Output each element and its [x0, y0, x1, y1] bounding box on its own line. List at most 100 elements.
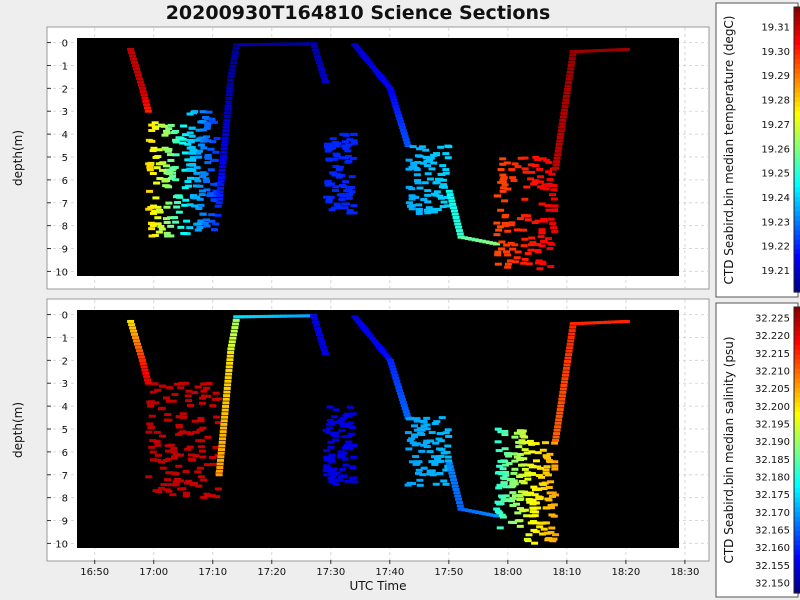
- temperature-colorbar: 19.21 19.22 19.23 19.24 19.25 19.26 19.27 19.28…: [715, 2, 800, 298]
- data-point: [556, 139, 564, 143]
- data-point: [436, 432, 444, 436]
- data-point: [415, 211, 423, 215]
- data-point: [531, 521, 539, 525]
- data-point: [422, 148, 430, 152]
- data-point: [500, 176, 508, 180]
- data-point: [170, 447, 178, 451]
- data-point: [319, 345, 327, 349]
- data-point: [214, 397, 222, 401]
- data-point: [230, 329, 238, 333]
- data-point: [540, 217, 548, 221]
- data-point: [377, 75, 385, 79]
- data-point: [252, 43, 260, 47]
- data-point: [248, 43, 256, 47]
- data-point: [423, 445, 431, 449]
- data-point: [138, 358, 146, 362]
- colorbar-step: [794, 583, 800, 589]
- colorbar-step: [794, 59, 800, 65]
- data-point: [154, 205, 162, 209]
- data-point: [128, 51, 136, 55]
- data-point: [149, 211, 157, 215]
- data-point: [346, 209, 354, 213]
- data-point: [181, 203, 189, 207]
- data-point: [455, 497, 463, 501]
- data-point: [436, 447, 444, 451]
- data-point: [547, 506, 555, 510]
- data-point: [433, 152, 441, 156]
- data-point: [545, 160, 553, 164]
- colorbar-step: [794, 201, 800, 208]
- data-point: [568, 57, 576, 61]
- data-point: [212, 150, 220, 154]
- colorbar-step: [794, 345, 800, 351]
- data-point: [569, 325, 577, 329]
- data-point: [567, 67, 575, 71]
- data-point: [165, 449, 173, 453]
- data-point: [184, 431, 192, 435]
- data-point: [530, 528, 538, 532]
- data-point: [214, 487, 222, 491]
- data-point: [140, 93, 148, 97]
- data-point: [500, 476, 508, 480]
- data-point: [511, 459, 519, 463]
- data-point: [452, 215, 460, 219]
- data-point: [279, 314, 287, 318]
- colorbar-step: [794, 30, 800, 37]
- y-tick-label: 7: [62, 199, 68, 210]
- colorbar-step: [794, 402, 800, 408]
- data-point: [427, 439, 435, 443]
- data-point: [241, 315, 249, 319]
- data-point: [397, 119, 405, 123]
- data-point: [542, 187, 550, 191]
- data-point: [525, 262, 533, 266]
- data-point: [325, 157, 333, 161]
- data-point: [519, 228, 527, 232]
- data-point: [501, 463, 509, 467]
- data-point: [167, 483, 175, 487]
- data-point: [387, 361, 395, 365]
- data-point: [294, 314, 302, 318]
- data-point: [183, 481, 191, 485]
- data-point: [206, 193, 214, 197]
- data-point: [413, 173, 421, 177]
- data-point: [415, 207, 423, 211]
- data-point: [515, 440, 523, 444]
- data-point: [500, 459, 508, 463]
- data-point: [145, 207, 153, 211]
- data-point: [244, 43, 252, 47]
- data-point: [241, 43, 249, 47]
- data-point: [334, 141, 342, 145]
- data-point: [183, 219, 191, 223]
- data-point: [329, 137, 337, 141]
- data-point: [529, 506, 537, 510]
- data-point: [133, 339, 141, 343]
- colorbar-tick-label: 32.175: [755, 490, 790, 501]
- data-point: [554, 149, 562, 153]
- data-point: [203, 492, 211, 496]
- data-point: [508, 477, 516, 481]
- y-tick-label: 8: [62, 222, 68, 233]
- data-point: [345, 188, 353, 192]
- data-point: [191, 391, 199, 395]
- data-point: [523, 451, 531, 455]
- figure-title: 20200930T164810 Science Sections: [166, 2, 551, 24]
- data-point: [229, 336, 237, 340]
- data-point: [192, 177, 200, 181]
- colorbar-step: [794, 440, 800, 446]
- data-point: [444, 156, 452, 160]
- data-point: [216, 186, 224, 190]
- data-point: [209, 455, 217, 459]
- data-point: [510, 179, 518, 183]
- y-tick-label: 3: [62, 379, 68, 390]
- data-point: [503, 161, 511, 165]
- data-point: [511, 467, 519, 471]
- data-point: [558, 125, 566, 129]
- data-point: [132, 336, 140, 340]
- data-point: [554, 425, 562, 429]
- data-point: [223, 394, 231, 398]
- data-point: [511, 260, 519, 264]
- data-point: [345, 440, 353, 444]
- data-point: [146, 165, 154, 169]
- colorbar-outline: [793, 306, 800, 594]
- data-point: [164, 413, 172, 417]
